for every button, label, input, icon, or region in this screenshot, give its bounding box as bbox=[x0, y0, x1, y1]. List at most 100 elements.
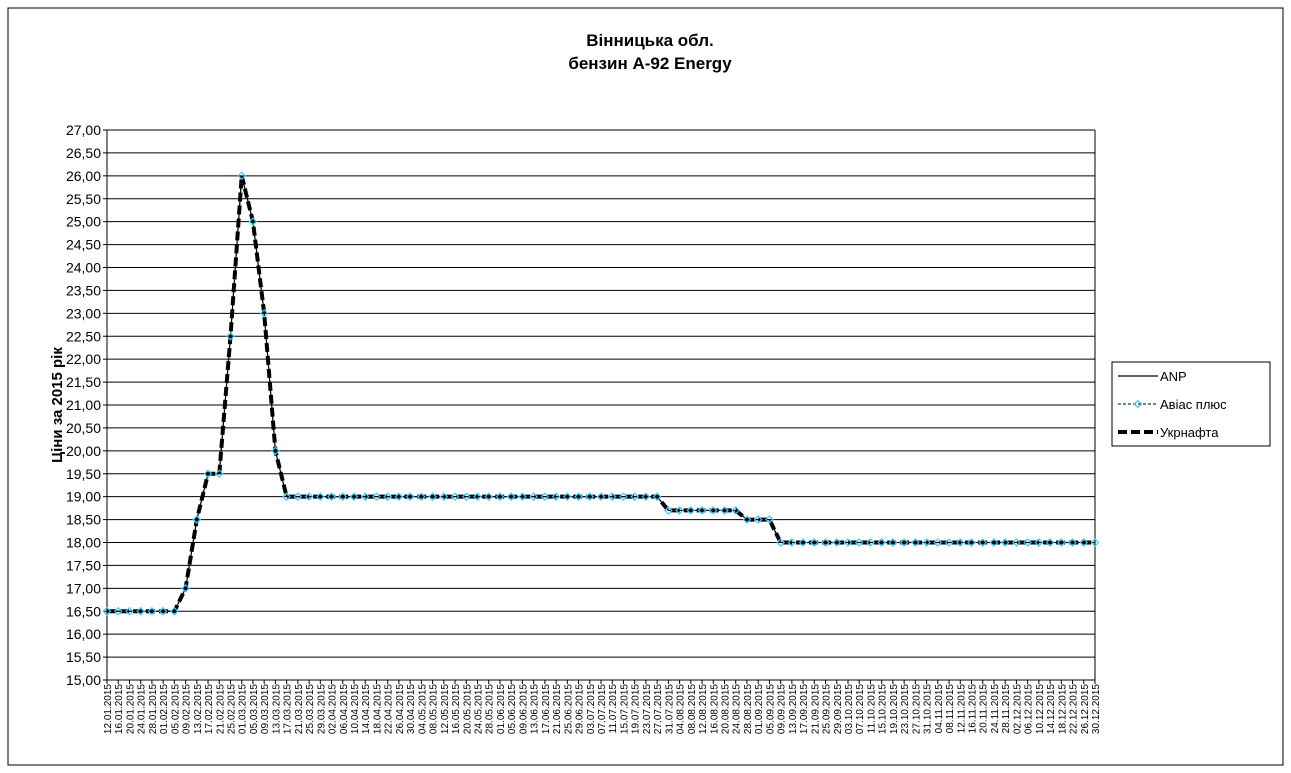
x-tick-label: 13.09.2015 bbox=[788, 684, 799, 734]
series-marker bbox=[506, 492, 516, 502]
legend-label: Укрнафта bbox=[1160, 425, 1219, 440]
x-tick-label: 05.09.2015 bbox=[765, 684, 776, 734]
x-tick-label: 03.07.2015 bbox=[586, 684, 597, 734]
x-tick-label: 03.10.2015 bbox=[844, 684, 855, 734]
y-tick-label: 22,50 bbox=[66, 328, 101, 344]
series-marker bbox=[360, 492, 370, 502]
series-marker bbox=[708, 506, 718, 515]
x-tick-label: 20.11.2015 bbox=[979, 684, 990, 734]
y-tick-label: 20,50 bbox=[66, 420, 101, 436]
series-marker bbox=[170, 606, 179, 616]
y-tick-label: 26,00 bbox=[66, 168, 101, 184]
series-marker bbox=[742, 515, 752, 524]
y-tick-label: 16,50 bbox=[66, 603, 101, 619]
series-marker bbox=[652, 492, 662, 502]
x-tick-label: 01.03.2015 bbox=[238, 684, 249, 734]
series-marker bbox=[226, 331, 235, 341]
x-tick-label: 08.05.2015 bbox=[429, 684, 440, 734]
y-tick-label: 20,00 bbox=[66, 443, 101, 459]
x-tick-label: 07.10.2015 bbox=[855, 684, 866, 734]
series-marker bbox=[113, 606, 123, 616]
y-tick-label: 24,50 bbox=[66, 237, 101, 253]
series-marker bbox=[1068, 538, 1077, 547]
series-marker bbox=[1023, 538, 1032, 547]
x-tick-label: 28.01.2015 bbox=[148, 684, 159, 734]
x-tick-label: 20.08.2015 bbox=[721, 684, 732, 734]
x-tick-label: 31.07.2015 bbox=[664, 684, 675, 734]
series-marker bbox=[147, 606, 157, 616]
x-tick-label: 23.07.2015 bbox=[642, 684, 653, 734]
series-marker bbox=[832, 538, 842, 547]
series-marker bbox=[697, 506, 707, 515]
series-marker bbox=[1045, 538, 1055, 547]
x-tick-label: 14.04.2015 bbox=[361, 684, 372, 734]
series-marker bbox=[518, 492, 527, 502]
x-tick-label: 30.12.2015 bbox=[1091, 684, 1102, 734]
series-marker bbox=[349, 492, 359, 502]
x-tick-label: 17.09.2015 bbox=[799, 684, 810, 734]
series-marker bbox=[753, 515, 763, 524]
series-marker bbox=[540, 492, 550, 502]
series-marker bbox=[473, 492, 482, 502]
x-tick-label: 25.06.2015 bbox=[563, 684, 574, 734]
series-marker bbox=[989, 538, 999, 547]
series-marker bbox=[428, 492, 437, 502]
x-tick-label: 01.06.2015 bbox=[496, 684, 507, 734]
series-marker bbox=[765, 515, 774, 524]
series-marker bbox=[720, 506, 729, 515]
x-tick-label: 15.07.2015 bbox=[619, 684, 630, 734]
x-tick-label: 24.08.2015 bbox=[732, 684, 743, 734]
series-marker bbox=[136, 606, 146, 616]
series-marker bbox=[271, 446, 280, 456]
legend-label: Авіас плюс bbox=[1160, 397, 1227, 412]
series-marker bbox=[315, 492, 325, 502]
series-marker bbox=[450, 492, 460, 502]
series-marker bbox=[394, 492, 404, 502]
series-marker bbox=[495, 492, 505, 502]
x-tick-label: 11.07.2015 bbox=[608, 684, 619, 734]
series-marker bbox=[776, 538, 785, 547]
series-marker bbox=[125, 606, 134, 616]
x-tick-label: 13.03.2015 bbox=[271, 684, 282, 734]
x-tick-label: 09.02.2015 bbox=[182, 684, 193, 734]
series-marker bbox=[731, 506, 741, 515]
x-tick-label: 06.12.2015 bbox=[1024, 684, 1035, 734]
series-marker bbox=[214, 469, 224, 479]
x-tick-label: 10.04.2015 bbox=[350, 684, 361, 734]
y-tick-label: 25,50 bbox=[66, 191, 101, 207]
x-tick-label: 29.09.2015 bbox=[833, 684, 844, 734]
x-tick-label: 13.06.2015 bbox=[530, 684, 541, 734]
x-tick-label: 21.03.2015 bbox=[294, 684, 305, 734]
series-marker bbox=[630, 492, 640, 502]
y-tick-label: 17,50 bbox=[66, 557, 101, 573]
x-tick-label: 09.03.2015 bbox=[260, 684, 271, 734]
series-marker bbox=[675, 506, 684, 515]
y-tick-label: 15,50 bbox=[66, 649, 101, 665]
x-tick-label: 13.02.2015 bbox=[193, 684, 204, 734]
series-marker bbox=[664, 506, 673, 515]
x-tick-label: 01.02.2015 bbox=[159, 684, 170, 734]
series-marker bbox=[967, 538, 976, 547]
x-tick-label: 29.06.2015 bbox=[575, 684, 586, 734]
series-marker bbox=[158, 606, 168, 616]
series-marker bbox=[1034, 538, 1044, 547]
y-tick-label: 16,00 bbox=[66, 626, 101, 642]
y-tick-label: 18,00 bbox=[66, 535, 101, 551]
y-tick-label: 24,00 bbox=[66, 260, 101, 276]
series-marker bbox=[181, 583, 190, 593]
x-tick-label: 09.06.2015 bbox=[518, 684, 529, 734]
y-tick-label: 18,50 bbox=[66, 512, 101, 528]
x-tick-label: 04.08.2015 bbox=[676, 684, 687, 734]
x-tick-label: 16.11.2015 bbox=[968, 684, 979, 734]
x-tick-label: 01.09.2015 bbox=[754, 684, 765, 734]
x-tick-label: 05.06.2015 bbox=[507, 684, 518, 734]
series-marker bbox=[686, 506, 696, 515]
series-marker bbox=[461, 492, 471, 502]
x-tick-label: 04.11.2015 bbox=[934, 684, 945, 734]
series-marker bbox=[529, 492, 538, 502]
series-marker bbox=[809, 538, 819, 547]
y-tick-label: 22,00 bbox=[66, 351, 101, 367]
series-marker bbox=[866, 538, 875, 547]
series-marker bbox=[293, 492, 303, 502]
series-marker bbox=[484, 492, 494, 502]
